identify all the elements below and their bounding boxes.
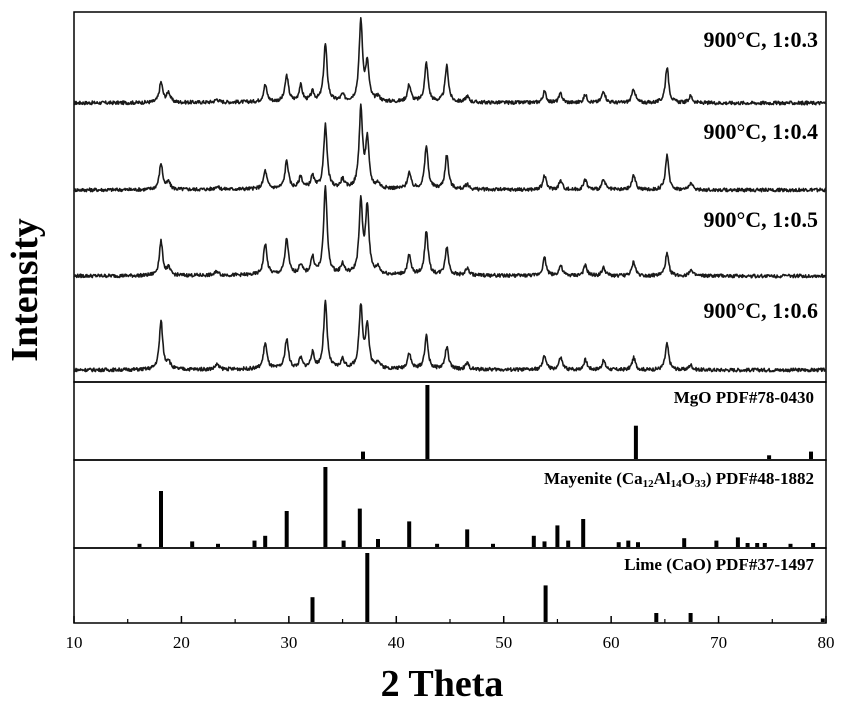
mayenite-stick	[465, 529, 470, 547]
mayenite-stick	[357, 508, 362, 547]
mayenite-stick	[735, 537, 740, 547]
mayenite-label-n2: 14	[671, 478, 683, 490]
series-line-3	[73, 299, 827, 373]
series-label-2: 900°C, 1:0.5	[703, 207, 818, 232]
mayenite-stick	[252, 540, 257, 547]
mgo-stick	[767, 455, 772, 459]
x-tick-label: 50	[495, 633, 512, 652]
mayenite-stick	[159, 491, 163, 547]
x-tick-label: 10	[66, 633, 83, 652]
mayenite-stick	[581, 519, 586, 547]
x-axis-title: 2 Theta	[381, 663, 504, 704]
x-tick-label: 30	[280, 633, 297, 652]
x-axis: 10 20 30 40 50 60 70 80	[66, 616, 835, 652]
series-label-1: 900°C, 1:0.4	[703, 119, 818, 144]
series-line-1	[73, 103, 827, 193]
reference-label-mgo: MgO PDF#78-0430	[674, 388, 814, 407]
mayenite-stick	[531, 535, 536, 547]
mayenite-stick	[216, 543, 220, 547]
mayenite-label-c: O	[682, 469, 695, 488]
mayenite-stick	[745, 543, 750, 547]
mayenite-label-n1: 12	[643, 478, 655, 490]
series-labels: 900°C, 1:0.3 900°C, 1:0.4 900°C, 1:0.5 9…	[703, 27, 818, 323]
mgo-stick	[633, 425, 638, 459]
lime-stick	[365, 553, 370, 622]
reference-labels: MgO PDF#78-0430 Mayenite (Ca12Al14O33) P…	[544, 388, 815, 574]
mayenite-stick	[636, 542, 640, 547]
mayenite-stick	[407, 521, 412, 547]
x-tick-label: 70	[710, 633, 727, 652]
mgo-reference-sticks	[361, 385, 813, 459]
y-axis-title: Intensity	[4, 218, 46, 362]
x-tick-label: 40	[388, 633, 405, 652]
series-line-2	[73, 185, 827, 279]
series-label-3: 900°C, 1:0.6	[703, 298, 818, 323]
mayenite-stick	[190, 541, 195, 547]
mayenite-label-b: Al	[654, 469, 671, 488]
lime-stick	[688, 613, 693, 622]
mayenite-stick	[682, 538, 687, 547]
x-tick-label: 80	[818, 633, 835, 652]
mayenite-stick	[323, 467, 328, 547]
lime-stick	[543, 585, 548, 622]
lime-stick	[654, 613, 659, 622]
lime-stick	[820, 618, 825, 622]
reference-label-mayenite: Mayenite (Ca12Al14O33) PDF#48-1882	[544, 469, 814, 490]
lime-stick	[310, 597, 315, 622]
mayenite-stick	[376, 539, 380, 547]
reference-label-lime: Lime (CaO) PDF#37-1497	[624, 555, 814, 574]
mayenite-stick	[491, 543, 495, 547]
mayenite-label-d: ) PDF#48-1882	[706, 469, 814, 488]
mayenite-reference-sticks	[137, 467, 816, 547]
mayenite-stick	[435, 543, 440, 547]
mayenite-stick	[811, 543, 816, 547]
mayenite-label-a: Mayenite (Ca	[544, 469, 643, 488]
mayenite-stick	[626, 540, 631, 547]
mayenite-stick	[788, 543, 793, 547]
mgo-stick	[809, 451, 813, 459]
mayenite-stick	[755, 543, 760, 547]
mayenite-stick	[137, 543, 142, 547]
mayenite-stick	[542, 541, 547, 547]
mayenite-stick	[566, 540, 571, 547]
mayenite-stick	[555, 525, 560, 547]
mayenite-stick	[263, 535, 268, 547]
mayenite-stick	[284, 511, 289, 547]
mgo-stick	[361, 451, 365, 459]
mayenite-stick	[616, 542, 621, 547]
x-tick-label: 60	[603, 633, 620, 652]
mayenite-stick	[341, 540, 346, 547]
mayenite-stick	[714, 540, 719, 547]
series-line-0	[73, 17, 827, 106]
series-label-0: 900°C, 1:0.3	[703, 27, 818, 52]
series-traces	[73, 17, 827, 373]
lime-reference-sticks	[310, 553, 825, 622]
mayenite-label-n3: 33	[695, 478, 707, 490]
mayenite-stick	[762, 543, 767, 547]
x-tick-label: 20	[173, 633, 190, 652]
upper-panel-frame	[73, 11, 827, 383]
mgo-stick	[425, 385, 430, 459]
